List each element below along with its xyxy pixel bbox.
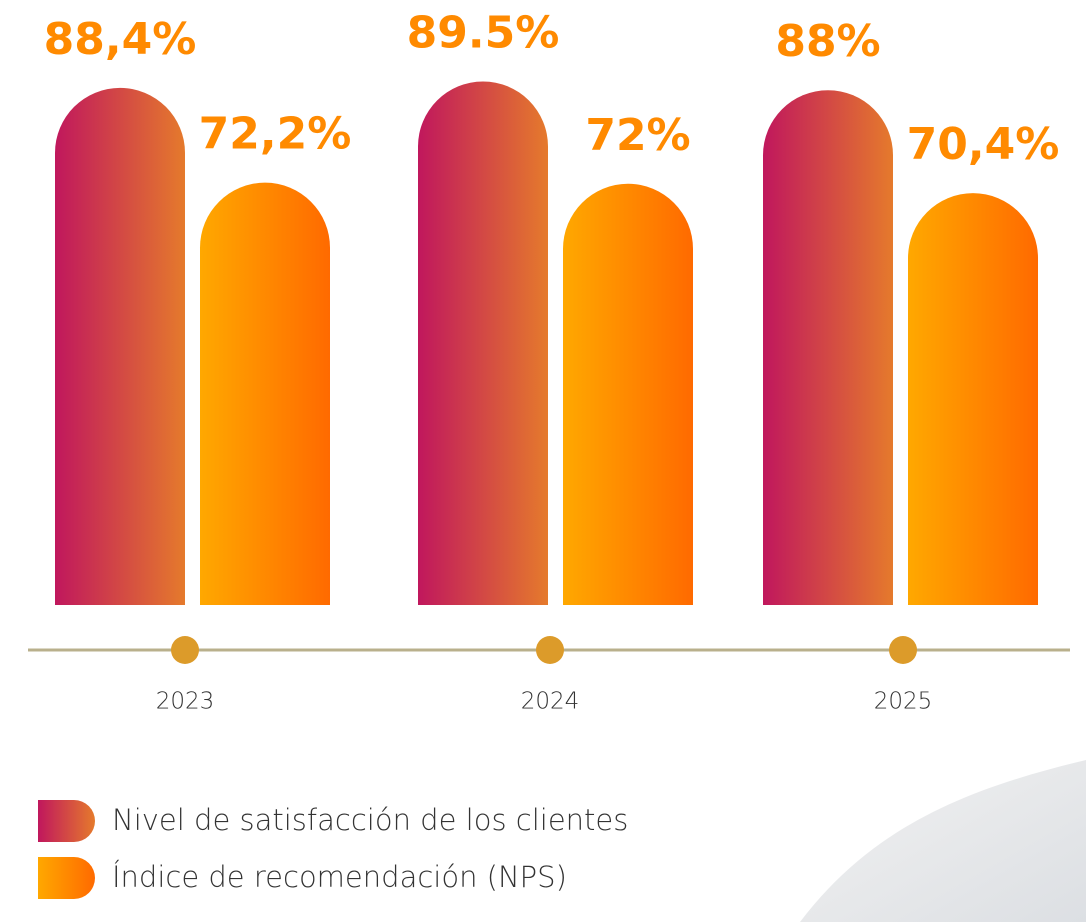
x-tick-label: 2023 (156, 689, 215, 715)
bar (55, 87, 185, 605)
bar (418, 81, 548, 605)
bar (763, 90, 893, 605)
x-tick-label: 2025 (874, 689, 933, 715)
value-label: 88% (775, 16, 880, 67)
axis-dot (171, 636, 199, 664)
background-decoration (800, 760, 1086, 922)
value-label: 89.5% (407, 7, 560, 58)
axis-dot (536, 636, 564, 664)
legend-swatch (38, 800, 95, 842)
x-tick-label: 2024 (521, 689, 580, 715)
axis-dot (889, 636, 917, 664)
bar (200, 182, 330, 605)
bar (563, 183, 693, 606)
value-label: 88,4% (44, 14, 197, 65)
legend-label: Índice de recomendación (NPS) (112, 860, 567, 894)
bar (908, 193, 1038, 605)
legend-label: Nivel de satisfacción de los clientes (112, 803, 628, 837)
legend-swatch (38, 857, 95, 899)
value-label: 72,2% (199, 109, 352, 160)
value-label: 72% (585, 110, 690, 161)
value-label: 70,4% (907, 119, 1060, 170)
